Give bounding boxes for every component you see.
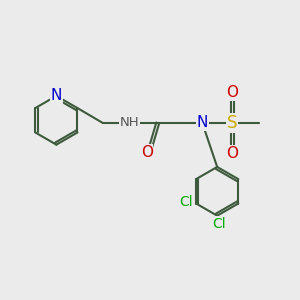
Text: N: N bbox=[51, 88, 62, 104]
Text: Cl: Cl bbox=[212, 217, 226, 231]
Text: O: O bbox=[226, 146, 238, 161]
Text: N: N bbox=[196, 116, 208, 130]
Text: S: S bbox=[227, 114, 237, 132]
Text: O: O bbox=[141, 145, 153, 160]
Text: Cl: Cl bbox=[179, 195, 193, 209]
Text: O: O bbox=[226, 85, 238, 100]
Text: NH: NH bbox=[120, 116, 139, 130]
